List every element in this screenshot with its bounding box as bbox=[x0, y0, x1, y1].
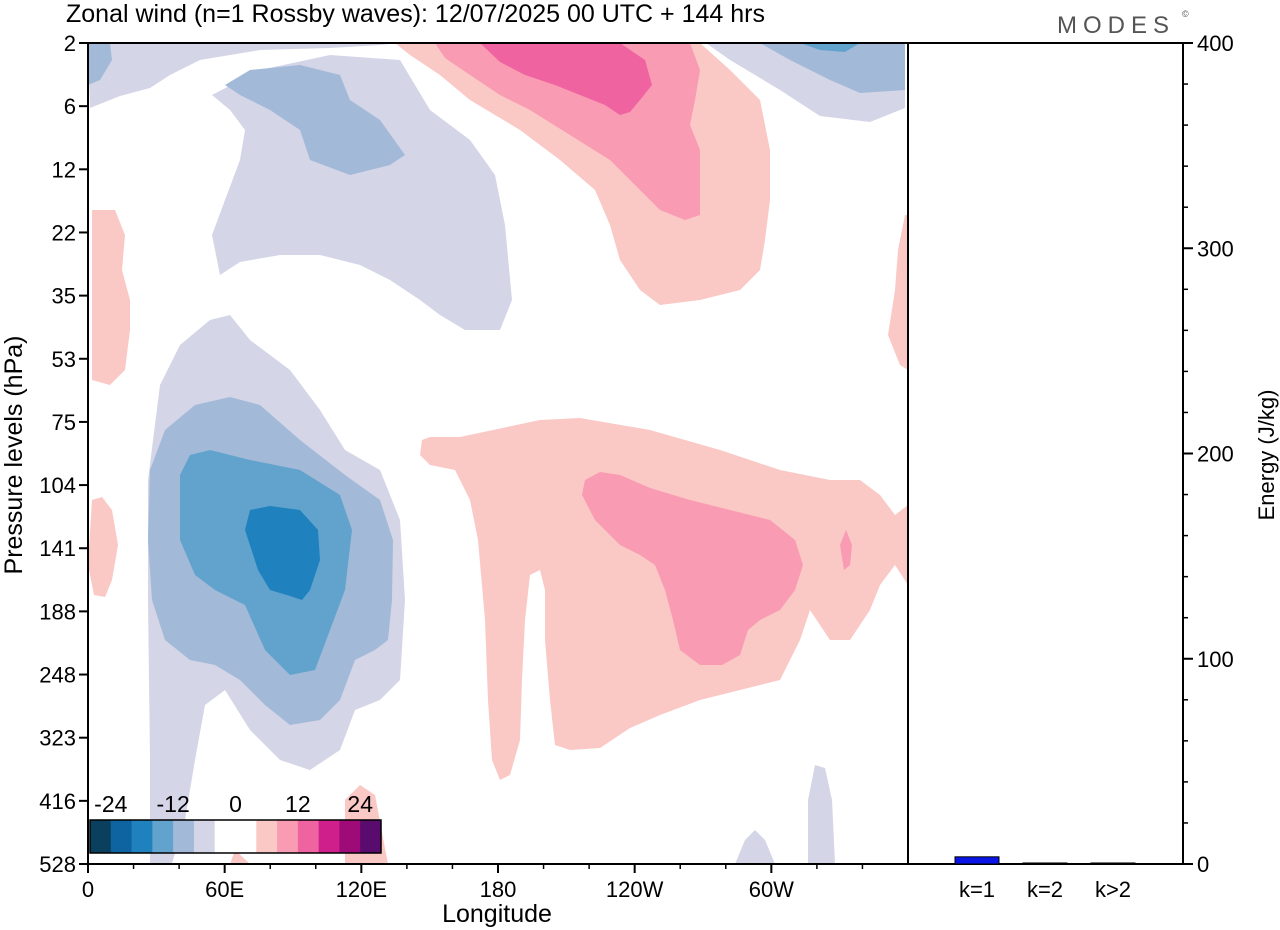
colorbar-frame bbox=[89, 819, 382, 854]
energy-axis: 0 100 200 300 400 bbox=[1183, 31, 1234, 877]
colorbar-swatch bbox=[360, 820, 382, 853]
x-tick-label: 120E bbox=[336, 877, 387, 902]
contour-pos-light-left bbox=[92, 210, 130, 385]
energy-bar bbox=[1022, 862, 1068, 865]
contour-neg-light-small2 bbox=[735, 830, 775, 864]
y-tick-label: 528 bbox=[39, 852, 76, 877]
colorbar-label: 0 bbox=[229, 791, 242, 817]
x-tick-label: 120W bbox=[606, 877, 664, 902]
contour-neg-top-core bbox=[800, 43, 860, 52]
colorbar-swatch bbox=[152, 820, 174, 853]
contour-pos-mid-lower bbox=[582, 472, 803, 665]
contour-neg-core bbox=[245, 506, 320, 600]
contour-neg-light-small bbox=[808, 765, 835, 864]
x-tick-label: 60W bbox=[749, 877, 794, 902]
colorbar-label: 12 bbox=[285, 791, 311, 817]
contour-pos-strong-upper bbox=[480, 43, 652, 115]
energy-tick-label: 300 bbox=[1197, 236, 1234, 261]
colorbar: -24 -12 0 12 24 bbox=[89, 791, 382, 854]
x-axis-label: Longitude bbox=[442, 900, 552, 928]
y-tick-label: 53 bbox=[52, 347, 76, 372]
colorbar-label: 24 bbox=[347, 791, 373, 817]
y-tick-label: 248 bbox=[39, 663, 76, 688]
colorbar-swatch bbox=[173, 820, 195, 853]
colorbar-swatch bbox=[193, 820, 216, 853]
bar-category-label: k>2 bbox=[1095, 877, 1131, 902]
colorbar-swatch bbox=[256, 820, 278, 853]
brand-logo-mark: © bbox=[1182, 9, 1189, 19]
colorbar-swatch bbox=[235, 820, 257, 853]
chart-title: Zonal wind (n=1 Rossby waves): 12/07/202… bbox=[66, 0, 765, 28]
energy-axis-label: Energy (J/kg) bbox=[1254, 390, 1279, 521]
bar-plot-frame bbox=[907, 42, 1184, 865]
energy-bar bbox=[1090, 862, 1136, 865]
energy-bars: k=1 k=2 k>2 bbox=[954, 856, 1136, 902]
brand-logo: MODES bbox=[1057, 12, 1175, 39]
energy-tick-label: 200 bbox=[1197, 442, 1234, 467]
contour-pos-mid-small bbox=[840, 530, 852, 570]
y-tick-label: 104 bbox=[39, 473, 76, 498]
contour-field bbox=[88, 43, 908, 864]
x-tick-label: 60E bbox=[205, 877, 244, 902]
y-tick-label: 188 bbox=[39, 599, 76, 624]
y-tick-label: 141 bbox=[39, 536, 76, 561]
y-tick-label: 75 bbox=[52, 410, 76, 435]
contour-neg-mid-upper bbox=[88, 43, 905, 175]
colorbar-swatch bbox=[318, 820, 340, 853]
energy-bar bbox=[954, 856, 1000, 865]
bar-category-label: k=1 bbox=[959, 877, 995, 902]
y-axis: 2 6 12 22 35 53 75 104 141 188 248 323 416 528 bbox=[39, 31, 88, 877]
energy-tick-label: 0 bbox=[1197, 852, 1209, 877]
colorbar-swatch bbox=[297, 820, 320, 853]
y-tick-label: 22 bbox=[52, 220, 76, 245]
colorbar-swatch bbox=[90, 820, 112, 853]
energy-tick-label: 400 bbox=[1197, 31, 1234, 56]
bar-category-label: k=2 bbox=[1027, 877, 1063, 902]
colorbar-swatch bbox=[110, 820, 133, 853]
energy-tick-label: 100 bbox=[1197, 647, 1234, 672]
x-tick-label: 180 bbox=[480, 877, 517, 902]
y-tick-label: 323 bbox=[39, 726, 76, 751]
y-axis-label: Pressure levels (hPa) bbox=[0, 336, 28, 575]
contour-pos-light-right bbox=[888, 215, 908, 370]
y-tick-label: 35 bbox=[52, 284, 76, 309]
contour-pos-light-left2 bbox=[88, 497, 118, 597]
colorbar-label: -24 bbox=[94, 791, 127, 817]
colorbar-label: -12 bbox=[157, 791, 190, 817]
colorbar-swatch bbox=[277, 820, 299, 853]
x-axis: 0 60E 120E 180 120W 60W bbox=[82, 864, 864, 902]
x-tick-label: 0 bbox=[82, 877, 94, 902]
colorbar-swatch bbox=[214, 820, 236, 853]
contour-pos-light-main bbox=[420, 418, 908, 780]
y-tick-label: 6 bbox=[64, 94, 76, 119]
y-tick-label: 2 bbox=[64, 31, 76, 56]
colorbar-swatch bbox=[339, 820, 361, 853]
y-tick-label: 416 bbox=[39, 789, 76, 814]
colorbar-swatch bbox=[131, 820, 153, 853]
y-tick-label: 12 bbox=[52, 157, 76, 182]
